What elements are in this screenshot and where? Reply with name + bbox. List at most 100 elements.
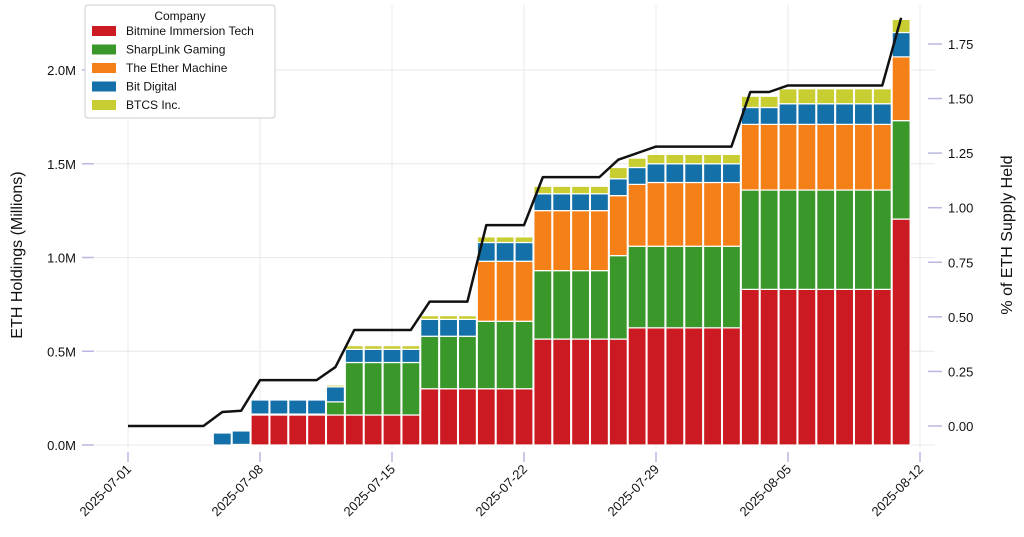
y-tick-label: 1.5M <box>47 157 76 172</box>
bar-segment <box>401 414 421 446</box>
bar-segment <box>457 388 478 446</box>
bar-segment <box>589 338 610 446</box>
bar-segment <box>552 185 572 195</box>
bar-segment <box>250 399 270 415</box>
bar-segment <box>646 181 666 247</box>
bar-segment <box>853 123 874 191</box>
bar-segment <box>438 388 459 446</box>
bar-segment <box>684 181 704 247</box>
bar-segment <box>759 106 779 125</box>
bar-segment <box>740 123 760 191</box>
bar-segment <box>721 245 742 329</box>
bar-segment <box>589 270 610 340</box>
bar-segment <box>438 315 459 320</box>
bar-segment <box>570 270 591 340</box>
bar-segment <box>457 335 478 390</box>
legend-swatch <box>92 26 116 36</box>
bar-segment <box>816 123 836 191</box>
bar-segment <box>457 315 478 320</box>
bar-segment <box>533 185 553 195</box>
bar-segment <box>627 157 647 169</box>
bar-segment <box>363 345 383 350</box>
legend-title: Company <box>154 9 205 23</box>
bar-segment <box>721 153 742 165</box>
y2-tick-label: 0.75 <box>948 255 973 270</box>
bar-segment <box>665 181 685 247</box>
y2-tick-label: 0.25 <box>948 364 973 379</box>
y2-tick-label: 0.50 <box>948 310 973 325</box>
x-tick-label: 2025-07-15 <box>340 462 398 520</box>
bar-segment <box>872 88 892 105</box>
bar-segment <box>608 255 628 340</box>
bar-segment <box>797 288 817 446</box>
bar-segment <box>891 56 911 122</box>
bar-segment <box>570 338 591 446</box>
bar-segment <box>702 163 723 184</box>
bar-segment <box>702 153 723 165</box>
y2-tick-label: 1.25 <box>948 146 973 161</box>
bar-segment <box>438 318 459 337</box>
bar-segment <box>797 103 817 125</box>
bar-segment <box>702 245 723 329</box>
bar-segment <box>684 245 704 329</box>
bar-segment <box>759 95 779 109</box>
bar-segment <box>665 153 685 165</box>
bar-segment <box>740 189 760 290</box>
bar-segment <box>891 120 911 220</box>
bar-segment <box>853 288 874 446</box>
legend-label: The Ether Machine <box>126 61 228 75</box>
y2-axis-title: % of ETH Supply Held <box>999 155 1016 314</box>
bar-segment <box>476 388 496 446</box>
legend-swatch <box>92 63 116 73</box>
bar-segment <box>589 185 610 195</box>
bar-segment <box>269 414 289 446</box>
bar-segment <box>665 245 685 329</box>
x-tick-label: 2025-08-05 <box>736 462 794 520</box>
bar-segment <box>382 361 402 416</box>
bar-segment <box>552 210 572 272</box>
bar-segment <box>684 163 704 184</box>
bar-segment <box>363 414 383 446</box>
bar-segment <box>646 153 666 165</box>
bar-segment <box>325 384 346 388</box>
bar-segment <box>476 260 496 322</box>
bar-segment <box>778 103 798 125</box>
bar-segment <box>514 388 534 446</box>
bar-segment <box>438 335 459 390</box>
bar-segment <box>344 414 364 446</box>
bar-segment <box>401 348 421 364</box>
bar-segment <box>797 189 817 290</box>
bar-segment <box>816 88 836 105</box>
bar-segment <box>740 288 760 446</box>
bar-segment <box>514 320 534 390</box>
legend: Company Bitmine Immersion Tech SharpLink … <box>84 4 276 119</box>
bar-segment <box>495 388 515 446</box>
legend-box <box>84 4 276 119</box>
supply-line <box>128 17 903 428</box>
bar-segment <box>816 189 836 290</box>
bar-segment <box>646 327 666 446</box>
y-axis-title: ETH Holdings (Millions) <box>9 171 26 338</box>
bar-segment <box>533 210 553 272</box>
bar-segment <box>231 430 251 446</box>
bar-segment <box>721 181 742 247</box>
bar-segment <box>646 163 666 184</box>
bar-segment <box>250 414 270 446</box>
bar-segment <box>363 361 383 416</box>
bar-segment <box>570 210 591 272</box>
bar-segment <box>570 193 591 212</box>
bar-segment <box>420 315 440 320</box>
bar-segment <box>344 348 364 364</box>
bar-segment <box>533 338 553 446</box>
bar-segment <box>627 327 647 446</box>
bar-segment <box>627 183 647 247</box>
bar-segment <box>834 288 855 446</box>
bar-segment <box>589 193 610 212</box>
bar-segment <box>325 414 346 446</box>
bar-segment <box>872 189 892 290</box>
bar-segment <box>646 245 666 329</box>
y2-tick-label: 1.00 <box>948 201 973 216</box>
bar-segment <box>797 88 817 105</box>
bar-segment <box>306 399 327 415</box>
